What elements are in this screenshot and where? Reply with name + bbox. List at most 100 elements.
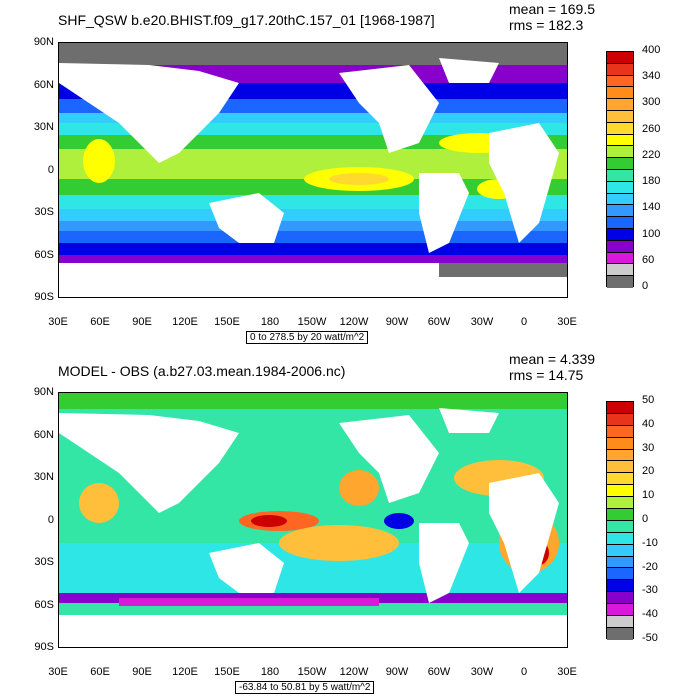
colorbar-swatch — [607, 627, 633, 640]
colorbar-label: -10 — [642, 536, 658, 549]
colorbar-swatch — [607, 134, 633, 147]
colorbar-swatch — [607, 616, 633, 628]
colorbar-swatch — [607, 509, 633, 521]
colorbar-swatch — [607, 75, 633, 88]
x-label: 150W — [297, 316, 327, 328]
rms-stat: rms = 14.75 — [509, 367, 584, 383]
mean-stat: mean = 169.5 — [509, 1, 596, 17]
colorbar-label: 40 — [642, 417, 655, 430]
colorbar-swatch — [607, 437, 633, 450]
colorbar-label: -20 — [642, 560, 658, 573]
x-label: 90E — [132, 316, 152, 328]
panel-top: SHF_QSW b.e20.BHIST.f09_g17.20thC.157_01… — [33, 1, 661, 344]
x-label: 120E — [172, 316, 198, 328]
colorbar — [606, 401, 634, 640]
colorbar-label: -40 — [642, 608, 658, 621]
colorbar-swatch — [607, 461, 633, 474]
x-label: 60W — [427, 666, 451, 678]
colorbar-swatch — [607, 52, 633, 64]
x-label: 150E — [214, 666, 240, 678]
y-label: 90N — [33, 36, 54, 48]
y-label: 30N — [33, 471, 54, 483]
colorbar-swatch — [607, 604, 633, 617]
x-label: 90W — [385, 316, 409, 328]
colorbar — [606, 51, 634, 288]
map-plot — [58, 392, 568, 648]
colorbar-swatch — [607, 63, 633, 76]
colorbar-swatch — [607, 473, 633, 486]
colorbar-swatch — [607, 99, 633, 111]
y-label: 90S — [34, 291, 54, 303]
x-label: 30E — [48, 316, 68, 328]
panel-title: MODEL - OBS (a.b27.03.mean.1984-2006.nc) — [58, 363, 346, 379]
colorbar-label: 340 — [642, 70, 661, 83]
colorbar-swatch — [607, 193, 633, 206]
colorbar-swatch — [607, 402, 633, 414]
y-label: 0 — [47, 164, 54, 176]
panel-title: SHF_QSW b.e20.BHIST.f09_g17.20thC.157_01… — [58, 12, 435, 28]
colorbar-swatch — [607, 228, 633, 241]
x-label: 120W — [339, 316, 369, 328]
colorbar-swatch — [607, 205, 633, 218]
colorbar-swatch — [607, 580, 633, 593]
y-label: 30S — [34, 556, 54, 568]
x-label: 30W — [470, 666, 494, 678]
colorbar-label: -30 — [642, 584, 658, 597]
x-label: 120E — [172, 666, 198, 678]
y-label: 30N — [33, 121, 54, 133]
x-label: 150E — [214, 316, 240, 328]
x-label: 60E — [90, 666, 110, 678]
colorbar-swatch — [607, 146, 633, 159]
colorbar-label: 60 — [642, 253, 655, 266]
colorbar-swatch — [607, 485, 633, 498]
colorbar-swatch — [607, 532, 633, 545]
x-label: 0 — [520, 666, 528, 678]
colorbar-label: 220 — [642, 148, 661, 161]
panel-bottom: MODEL - OBS (a.b27.03.mean.1984-2006.nc)… — [0, 350, 700, 700]
colorbar-swatch — [607, 425, 633, 438]
colorbar-swatch — [607, 544, 633, 557]
colorbar-label: 0 — [642, 280, 649, 292]
colorbar-swatch — [607, 568, 633, 581]
colorbar-swatch — [607, 497, 633, 510]
colorbar-swatch — [607, 592, 633, 605]
colorbar-label: 180 — [642, 175, 661, 188]
x-label: 60E — [90, 316, 110, 328]
colorbar-label: 300 — [642, 96, 661, 109]
colorbar-swatch — [607, 264, 633, 277]
y-label: 60S — [34, 599, 54, 611]
x-label: 180 — [260, 666, 280, 678]
contour-info-box: -63.84 to 50.81 by 5 watt/m^2 — [235, 681, 375, 694]
colorbar-label: 100 — [642, 227, 661, 240]
x-label: 30E — [557, 666, 577, 678]
colorbar-swatch — [607, 169, 633, 182]
x-label: 180 — [260, 316, 280, 328]
colorbar-swatch — [607, 252, 633, 265]
colorbar-swatch — [607, 217, 633, 229]
x-label: 120W — [339, 666, 369, 678]
colorbar-swatch — [607, 449, 633, 462]
y-label: 60S — [34, 249, 54, 261]
map-field — [59, 43, 567, 297]
map-plot — [58, 42, 568, 298]
colorbar-swatch — [607, 110, 633, 123]
map-field — [59, 393, 567, 647]
y-label: 30S — [34, 206, 54, 218]
y-label: 0 — [47, 514, 54, 526]
colorbar-swatch — [607, 240, 633, 253]
x-label: 30E — [48, 666, 68, 678]
colorbar-swatch — [607, 413, 633, 426]
colorbar-swatch — [607, 158, 633, 170]
colorbar-label: 20 — [642, 465, 655, 478]
x-label: 150W — [297, 666, 327, 678]
x-label: 30E — [557, 316, 577, 328]
colorbar-label: 0 — [642, 513, 649, 525]
y-label: 90S — [34, 641, 54, 653]
x-label: 0 — [520, 316, 528, 328]
x-label: 90E — [132, 666, 152, 678]
colorbar-label: 400 — [642, 44, 661, 56]
colorbar-label: -50 — [642, 632, 658, 644]
contour-info-box: 0 to 278.5 by 20 watt/m^2 — [246, 331, 369, 344]
rms-stat: rms = 182.3 — [509, 17, 584, 33]
colorbar-swatch — [607, 520, 633, 533]
